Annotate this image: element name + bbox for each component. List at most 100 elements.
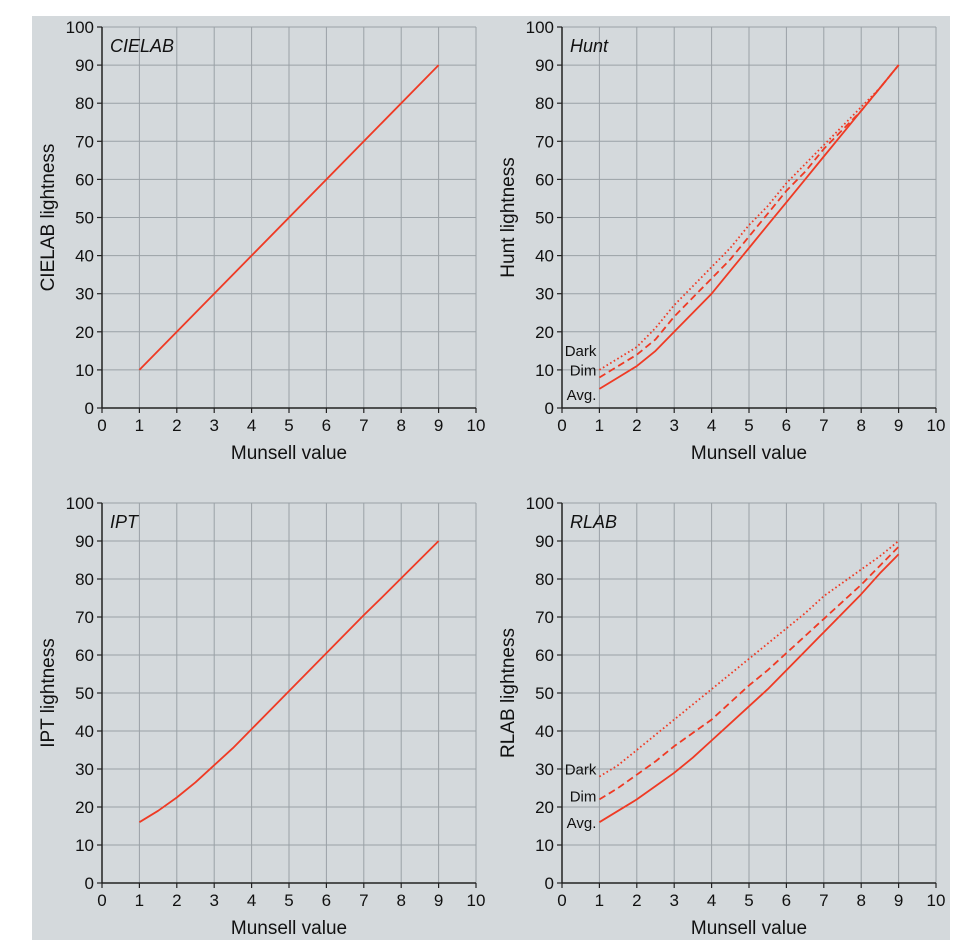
- y-tick-label: 0: [85, 399, 94, 418]
- y-axis-label: RLAB lightness: [498, 628, 519, 758]
- chart-title: Hunt: [570, 36, 609, 56]
- y-tick-label: 10: [75, 836, 94, 855]
- y-tick-label: 40: [535, 722, 554, 741]
- series-line-dim: [598, 546, 900, 801]
- y-tick-label: 30: [535, 285, 554, 304]
- series-line-avg: [598, 553, 900, 823]
- x-tick-label: 0: [557, 891, 566, 910]
- x-tick-label: 1: [135, 891, 144, 910]
- chart-title: IPT: [110, 512, 140, 532]
- x-tick-label: 1: [595, 891, 604, 910]
- y-axis-label: IPT lightness: [38, 638, 59, 747]
- x-tick-label: 0: [97, 416, 106, 435]
- x-tick-label: 9: [434, 416, 443, 435]
- x-tick-label: 6: [782, 891, 791, 910]
- chart-panel-cielab: 0 1 2 3 4 5 6 7 8 9 100102030405060708090100Munsel…: [38, 18, 485, 464]
- figure: 0 1 2 3 4 5 6 7 8 9 10 0 10 20 30 40 50 60 70 80 90 100 Munsel…: [32, 16, 950, 940]
- series-label: Avg.: [567, 387, 597, 404]
- y-tick-label: 100: [526, 18, 554, 37]
- y-tick-label: 0: [545, 874, 554, 893]
- x-axis-label: Munsell value: [231, 443, 347, 464]
- y-tick-label: 20: [75, 798, 94, 817]
- x-tick-label: 6: [322, 891, 331, 910]
- y-tick-label: 10: [75, 361, 94, 380]
- y-tick-label: 20: [535, 798, 554, 817]
- x-tick-label: 5: [284, 891, 293, 910]
- y-tick-label: 40: [535, 247, 554, 266]
- series-line-main: [138, 540, 440, 823]
- y-tick-label: 10: [535, 361, 554, 380]
- y-tick-label: 50: [75, 209, 94, 228]
- y-tick-label: 40: [75, 247, 94, 266]
- y-tick-label: 100: [66, 18, 94, 37]
- x-tick-label: 1: [135, 416, 144, 435]
- series-label: Dim: [570, 363, 597, 380]
- y-tick-label: 60: [75, 170, 94, 189]
- y-axis-label: Hunt lightness: [498, 157, 519, 277]
- x-tick-label: 4: [707, 416, 716, 435]
- x-tick-label: 2: [632, 891, 641, 910]
- y-tick-label: 90: [75, 532, 94, 551]
- x-tick-label: 0: [97, 891, 106, 910]
- y-tick-label: 60: [535, 646, 554, 665]
- chart-panel-hunt: 0 1 2 3 4 5 6 7 8 9 100102030405060708090100Munsel…: [498, 18, 945, 464]
- y-tick-label: 90: [535, 56, 554, 75]
- y-tick-label: 80: [75, 94, 94, 113]
- x-tick-label: 4: [247, 891, 256, 910]
- series-line-main: [138, 64, 440, 371]
- y-tick-label: 60: [535, 170, 554, 189]
- chart-panel-rlab: 0 1 2 3 4 5 6 7 8 9 100102030405060708090100Munsel…: [498, 494, 945, 939]
- series-line-dim: [598, 64, 900, 379]
- chart-title: RLAB: [570, 512, 617, 532]
- x-tick-label: 8: [396, 891, 405, 910]
- x-tick-label: 10: [927, 891, 946, 910]
- x-tick-label: 9: [434, 891, 443, 910]
- x-tick-label: 9: [894, 891, 903, 910]
- x-tick-label: 0: [557, 416, 566, 435]
- x-tick-label: 7: [819, 416, 828, 435]
- x-tick-label: 6: [322, 416, 331, 435]
- x-tick-label: 2: [632, 416, 641, 435]
- y-tick-label: 20: [75, 323, 94, 342]
- y-tick-label: 0: [85, 874, 94, 893]
- y-tick-label: 90: [75, 56, 94, 75]
- y-tick-label: 40: [75, 722, 94, 741]
- x-tick-label: 8: [856, 891, 865, 910]
- y-tick-label: 80: [75, 570, 94, 589]
- series-label: Dark: [565, 343, 597, 360]
- x-tick-label: 7: [359, 416, 368, 435]
- x-tick-label: 5: [744, 891, 753, 910]
- y-tick-label: 70: [535, 132, 554, 151]
- y-tick-label: 70: [75, 132, 94, 151]
- x-tick-label: 8: [396, 416, 405, 435]
- y-tick-label: 80: [535, 94, 554, 113]
- y-tick-label: 50: [75, 684, 94, 703]
- x-tick-label: 10: [467, 891, 486, 910]
- chart-panel-ipt: 0 1 2 3 4 5 6 7 8 9 100102030405060708090100Munsel…: [38, 494, 485, 939]
- x-tick-label: 4: [707, 891, 716, 910]
- y-tick-label: 30: [75, 760, 94, 779]
- y-tick-label: 90: [535, 532, 554, 551]
- x-tick-label: 2: [172, 416, 181, 435]
- y-tick-label: 50: [535, 209, 554, 228]
- x-tick-label: 6: [782, 416, 791, 435]
- x-axis-label: Munsell value: [691, 918, 807, 939]
- y-tick-label: 30: [75, 285, 94, 304]
- series-line-avg: [598, 64, 900, 390]
- y-tick-label: 20: [535, 323, 554, 342]
- x-tick-label: 7: [359, 891, 368, 910]
- x-tick-label: 3: [209, 416, 218, 435]
- x-tick-label: 7: [819, 891, 828, 910]
- x-tick-label: 8: [856, 416, 865, 435]
- y-tick-label: 10: [535, 836, 554, 855]
- y-axis-label: CIELAB lightness: [38, 144, 59, 292]
- x-tick-label: 10: [467, 416, 486, 435]
- x-tick-label: 3: [209, 891, 218, 910]
- y-tick-label: 30: [535, 760, 554, 779]
- x-tick-label: 2: [172, 891, 181, 910]
- series-label: Dark: [565, 762, 597, 779]
- x-tick-label: 3: [669, 891, 678, 910]
- x-tick-label: 5: [744, 416, 753, 435]
- y-tick-label: 100: [66, 494, 94, 513]
- y-tick-label: 80: [535, 570, 554, 589]
